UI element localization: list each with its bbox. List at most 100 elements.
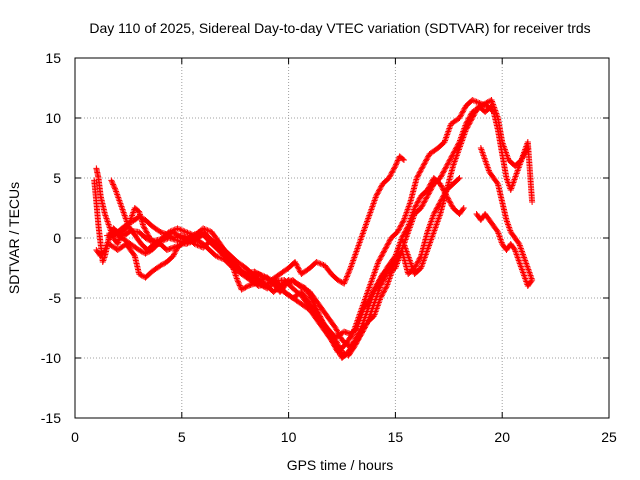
data-point — [427, 181, 434, 188]
data-point — [470, 112, 477, 119]
data-point — [346, 267, 353, 274]
data-point — [174, 225, 181, 232]
data-point — [461, 105, 468, 112]
data-point — [158, 261, 165, 268]
data-point — [203, 226, 210, 233]
data-point — [343, 274, 350, 281]
data-point — [473, 98, 480, 105]
data-point — [295, 265, 302, 272]
data-point — [419, 164, 426, 171]
data-point — [367, 293, 374, 300]
data-point — [425, 184, 432, 191]
data-point — [345, 270, 352, 277]
data-point — [201, 226, 208, 232]
data-point — [390, 167, 397, 173]
data-point — [215, 254, 222, 261]
data-point — [292, 259, 299, 265]
data-point — [444, 161, 451, 168]
data-point — [419, 202, 426, 209]
data-point — [369, 289, 376, 296]
data-point — [334, 347, 341, 353]
data-point — [437, 173, 444, 180]
data-point — [377, 255, 384, 261]
y-tick-label: -15 — [41, 410, 61, 426]
data-point — [425, 153, 432, 160]
data-point — [137, 271, 144, 278]
data-point — [414, 199, 421, 206]
data-point — [500, 242, 507, 249]
data-point — [378, 183, 385, 190]
data-point — [113, 232, 120, 239]
data-point — [425, 191, 432, 198]
data-point — [447, 156, 454, 163]
data-point — [403, 227, 410, 233]
data-point — [333, 326, 340, 333]
data-point — [257, 271, 264, 278]
data-point — [412, 203, 419, 210]
data-point — [360, 327, 367, 333]
data-point — [472, 108, 479, 115]
data-point — [317, 260, 324, 267]
data-point — [156, 228, 163, 235]
data-point — [365, 297, 372, 304]
y-tick-labels: -15 -10 -5 0 5 10 15 — [41, 50, 61, 426]
data-point — [368, 292, 375, 299]
y-tick-label: 10 — [45, 110, 61, 126]
data-point — [524, 145, 531, 151]
data-point — [371, 287, 378, 293]
data-point — [214, 253, 221, 260]
data-point — [138, 272, 145, 279]
chart-title: Day 110 of 2025, Sidereal Day-to-day VTE… — [89, 20, 590, 36]
data-point — [470, 113, 477, 120]
data-point — [395, 253, 402, 260]
data-point — [446, 198, 453, 205]
data-point — [181, 228, 188, 235]
data-point — [332, 325, 339, 331]
data-point — [378, 292, 385, 299]
data-point — [482, 100, 489, 107]
data-point — [465, 123, 472, 129]
data-point — [414, 259, 421, 266]
data-point — [381, 248, 388, 255]
data-point — [440, 169, 447, 176]
data-point — [358, 329, 365, 336]
y-tick-label: -10 — [41, 350, 61, 366]
data-point — [217, 254, 224, 261]
data-point — [142, 235, 149, 241]
data-point — [344, 273, 351, 280]
data-point — [441, 191, 448, 197]
x-tick-labels: 0 5 10 15 20 25 — [71, 429, 617, 445]
data-point — [423, 195, 430, 202]
data-point — [438, 183, 445, 190]
data-point — [109, 180, 116, 187]
data-point — [399, 156, 406, 163]
data-point — [393, 161, 400, 168]
data-point — [388, 171, 395, 177]
data-point — [368, 291, 375, 297]
data-point — [430, 211, 437, 217]
data-point — [170, 244, 177, 251]
data-point — [395, 252, 402, 259]
data-point — [293, 261, 300, 268]
data-point — [294, 264, 301, 271]
data-point — [193, 241, 200, 248]
data-point — [385, 239, 392, 245]
x-tick-label: 0 — [71, 429, 79, 445]
data-point — [108, 233, 115, 240]
data-point — [401, 229, 408, 236]
data-point — [377, 275, 384, 281]
data-point — [383, 243, 390, 249]
data-point — [484, 99, 491, 106]
data-point — [185, 230, 192, 237]
data-point — [400, 231, 407, 237]
data-point — [464, 124, 471, 131]
data-point — [400, 218, 407, 225]
data-point — [440, 168, 447, 175]
data-point — [420, 199, 427, 206]
data-point — [375, 189, 382, 195]
data-point — [378, 252, 385, 259]
data-point — [377, 185, 384, 191]
data-point — [362, 303, 369, 309]
data-point — [183, 229, 190, 235]
data-point — [416, 255, 423, 262]
